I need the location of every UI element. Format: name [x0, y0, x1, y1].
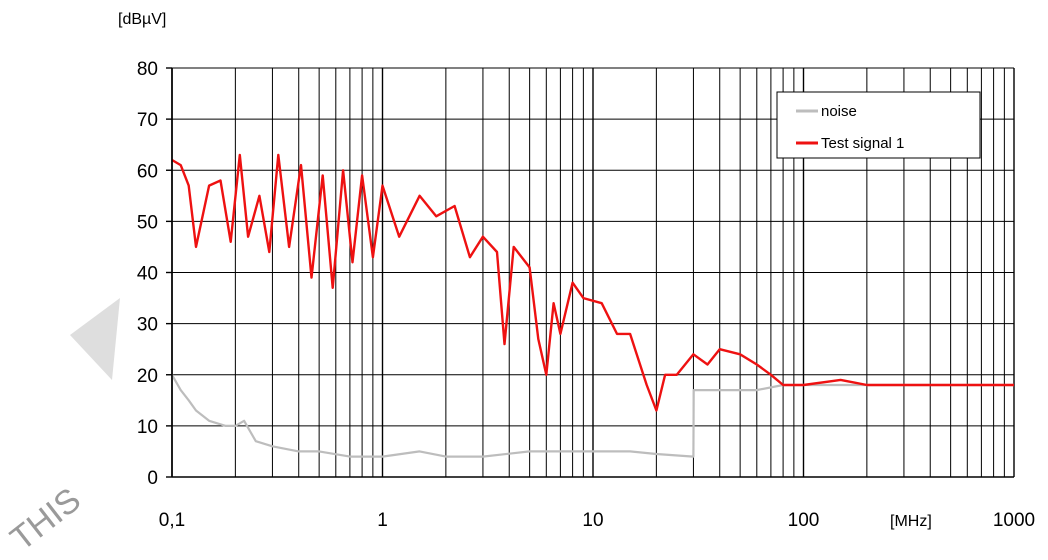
y-tick-label: 30: [137, 315, 158, 336]
series-line-0: [171, 374, 1014, 458]
series-layer: [171, 153, 1014, 458]
y-tick-label: 0: [147, 468, 158, 489]
tick-labels: 0 10 20 30 40 50 60 70 80 0,1 1 10 100 1000: [137, 59, 1035, 531]
y-axis-unit-label: [dBµV]: [118, 11, 166, 28]
watermark-shape: [70, 298, 120, 380]
x-axis-unit-label: [MHz]: [890, 513, 932, 530]
x-tick-label: 1: [377, 510, 388, 531]
axes: [166, 67, 1014, 478]
y-tick-label: 60: [137, 161, 158, 182]
y-tick-label: 10: [137, 417, 158, 438]
x-tick-label: 10: [582, 510, 603, 531]
grid-lines: [171, 67, 1015, 478]
legend-label-noise: noise: [821, 103, 857, 120]
x-tick-label: 0,1: [159, 510, 185, 531]
y-tick-label: 50: [137, 212, 158, 233]
y-tick-label: 70: [137, 110, 158, 131]
x-tick-label: 1000: [993, 510, 1035, 531]
y-tick-label: 20: [137, 366, 158, 387]
legend: noise Test signal 1: [776, 91, 981, 159]
series-line-1: [171, 153, 1014, 412]
legend-label-test-signal-1: Test signal 1: [821, 135, 904, 152]
y-tick-label: 80: [137, 59, 158, 80]
legend-box: [776, 91, 981, 159]
y-tick-label: 40: [137, 264, 158, 285]
x-tick-label: 100: [788, 510, 820, 531]
